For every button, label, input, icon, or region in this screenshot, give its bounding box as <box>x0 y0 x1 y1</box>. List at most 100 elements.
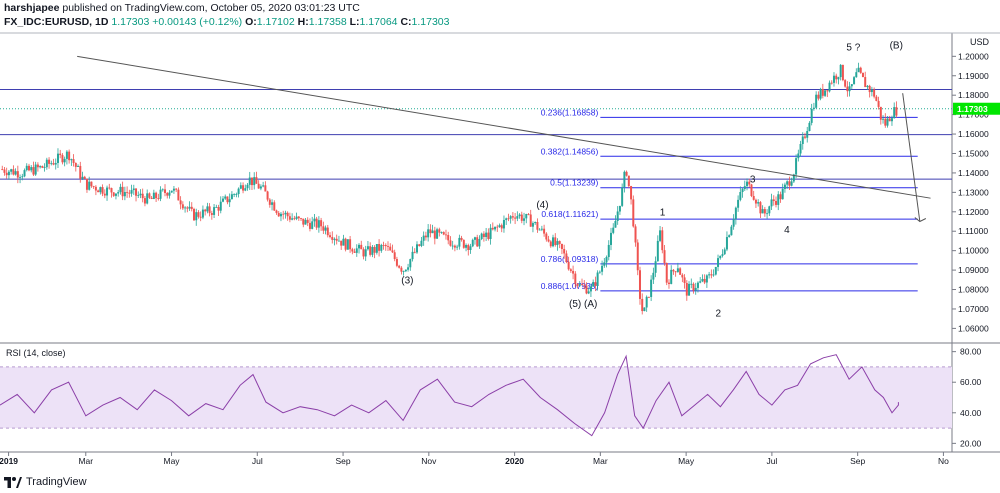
candle-body <box>846 86 849 92</box>
candle-body <box>627 175 630 187</box>
candle-body <box>770 199 773 207</box>
candle-body <box>175 188 178 190</box>
candle-body <box>99 187 102 193</box>
price-tick-label: 1.19000 <box>958 71 989 81</box>
candle-body <box>224 196 227 199</box>
candle-body <box>5 172 8 176</box>
candle-body <box>531 223 534 227</box>
candle-body <box>824 90 827 96</box>
candle-body <box>525 213 528 219</box>
candle-body <box>672 269 675 272</box>
candle-body <box>32 167 35 175</box>
wave-label: 5 ? <box>846 42 860 53</box>
candle-body <box>378 243 381 251</box>
candle-body <box>313 218 316 222</box>
candle-body <box>244 188 247 191</box>
candle-body <box>850 84 853 87</box>
candle-body <box>320 220 323 227</box>
candle-body <box>826 90 829 92</box>
candle-body <box>404 269 407 272</box>
candle-body <box>685 282 688 296</box>
candle-body <box>447 234 450 241</box>
candle-body <box>10 169 13 172</box>
price-tick-label: 1.09000 <box>958 265 989 275</box>
candle-body <box>587 291 590 294</box>
candle-body <box>792 174 795 182</box>
candle-body <box>578 284 581 286</box>
candle-body <box>558 241 561 244</box>
candle-body <box>331 237 334 240</box>
candle-body <box>146 193 149 204</box>
candle-body <box>683 277 686 283</box>
symbol-label[interactable]: FX_IDC:EURUSD, 1D <box>4 16 109 28</box>
tradingview-brand[interactable]: TradingView <box>26 476 87 488</box>
candle-body <box>217 207 220 211</box>
candle-body <box>148 193 151 198</box>
candle-body <box>39 166 42 168</box>
candle-body <box>366 246 369 250</box>
candle-body <box>601 265 604 272</box>
candle-body <box>830 82 833 84</box>
candle-body <box>349 239 352 250</box>
time-tick-label: Sep <box>336 456 351 466</box>
fib-level-label: 0.886(1.07930) <box>541 281 599 291</box>
candle-body <box>618 205 621 212</box>
candle-body <box>23 170 26 177</box>
candle-body <box>487 232 490 239</box>
candle-body <box>723 249 726 255</box>
fib-level-label: 0.618(1.11621) <box>541 209 598 219</box>
candle-body <box>516 216 519 219</box>
candle-body <box>478 239 481 247</box>
candle-body <box>810 108 813 123</box>
candle-body <box>262 185 265 187</box>
candle-body <box>199 216 202 218</box>
candle-body <box>888 118 891 122</box>
candle-body <box>291 218 294 220</box>
candle-body <box>752 196 755 200</box>
price-tick-label: 1.14000 <box>958 168 989 178</box>
candle-body <box>536 222 539 230</box>
candle-body <box>101 187 104 194</box>
candle-body <box>411 251 414 260</box>
candle-body <box>59 153 62 156</box>
candle-body <box>431 230 434 234</box>
time-tick-label: 2019 <box>0 456 18 466</box>
candle-body <box>556 241 559 246</box>
candle-body <box>705 275 708 283</box>
candle-body <box>250 177 253 186</box>
candle-body <box>387 246 390 247</box>
candle-body <box>63 158 66 163</box>
candle-body <box>137 195 140 197</box>
candle-body <box>812 107 815 109</box>
candle-body <box>110 188 113 193</box>
candle-body <box>157 198 160 199</box>
candle-body <box>391 250 394 253</box>
candle-body <box>638 270 641 299</box>
candle-body <box>603 262 606 266</box>
candle-body <box>549 241 552 247</box>
candle-body <box>839 64 842 78</box>
candle-body <box>297 216 300 219</box>
candle-body <box>676 268 679 272</box>
time-tick-label: May <box>678 456 695 466</box>
candle-body <box>797 153 800 159</box>
candle-body <box>567 261 570 270</box>
candle-body <box>714 266 717 275</box>
candle-body <box>438 229 441 233</box>
candle-body <box>139 193 142 196</box>
projection-arrow-line[interactable] <box>902 93 921 222</box>
candle-body <box>161 189 164 191</box>
candle-body <box>875 96 878 101</box>
candle-body <box>866 85 869 88</box>
candle-body <box>141 193 144 199</box>
price-tick-label: 1.20000 <box>958 51 989 61</box>
candle-body <box>210 213 213 215</box>
candle-body <box>16 171 19 178</box>
candle-body <box>884 118 887 126</box>
author-name[interactable]: harshjapee <box>4 2 60 14</box>
candle-body <box>777 194 780 205</box>
candle-body <box>337 240 340 242</box>
trendline[interactable] <box>77 55 931 199</box>
currency-label: USD <box>970 37 990 47</box>
